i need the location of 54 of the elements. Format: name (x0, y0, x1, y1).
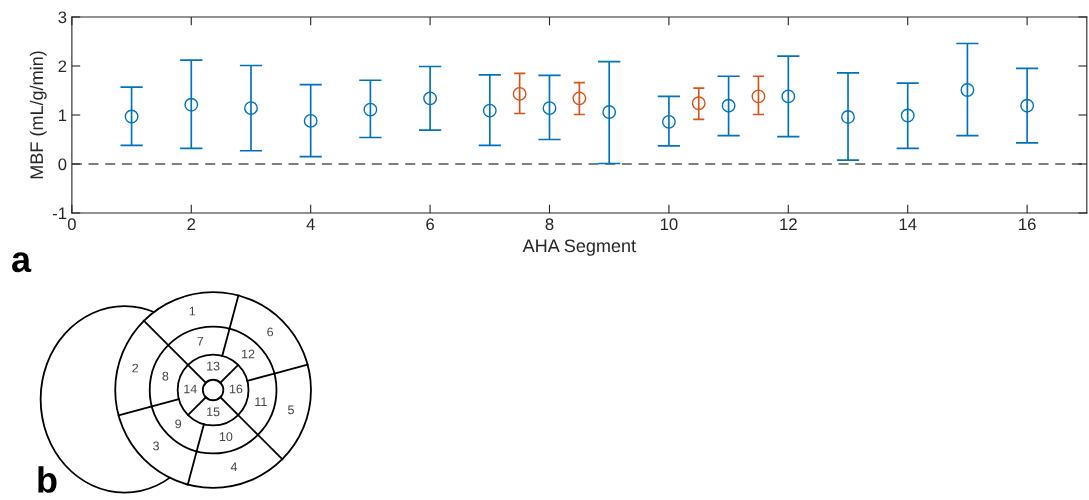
point (691, 96, 706, 111)
point (781, 89, 796, 104)
y-tick-label: 1 (59, 109, 67, 122)
text: 5 (288, 405, 294, 415)
point (721, 98, 736, 113)
y-axis-title: MBF (mL/g/min) (29, 51, 47, 179)
point (661, 114, 676, 129)
text: 9 (175, 419, 182, 429)
point (960, 83, 975, 97)
text: 3 (153, 441, 159, 451)
text: 16 (229, 384, 243, 394)
point (542, 101, 557, 116)
point (244, 101, 258, 116)
text: 13 (207, 361, 220, 371)
point (900, 108, 915, 123)
x-axis-title: AHA Segment (522, 239, 636, 256)
text: a (12, 252, 32, 273)
text: 4 (230, 462, 238, 472)
point (841, 110, 855, 124)
text: 2 (132, 363, 139, 373)
x-tick-label: 8 (545, 218, 554, 231)
x-tick-label: 10 (660, 218, 678, 231)
point (363, 102, 378, 117)
x-tick-label: 2 (187, 218, 196, 230)
text: 7 (197, 336, 204, 346)
text: 15 (207, 407, 220, 417)
text: 12 (242, 349, 255, 359)
text: b (38, 466, 57, 493)
point (751, 89, 766, 104)
y-tick-label: -1 (52, 207, 67, 220)
text: 1 (189, 306, 196, 316)
text: 10 (219, 432, 233, 442)
y-tick-label: 0 (58, 158, 67, 171)
text: 6 (267, 327, 274, 337)
text: 11 (255, 397, 267, 407)
x-tick-label: 6 (426, 218, 434, 231)
y-tick-label: 2 (58, 60, 67, 73)
x-tick-label: 4 (306, 218, 315, 230)
point (184, 97, 199, 112)
point (423, 91, 438, 106)
text: 14 (184, 384, 197, 394)
text: 8 (162, 371, 169, 381)
x-tick-label: 16 (1019, 218, 1036, 231)
x-tick-label: 12 (780, 218, 797, 230)
point (303, 113, 318, 128)
x-tick-label: 14 (899, 218, 917, 230)
point (572, 91, 587, 106)
point (482, 103, 497, 118)
point (124, 109, 139, 124)
x-tick-label: 0 (67, 218, 76, 231)
y-tick-label: 3 (58, 11, 67, 24)
point (1020, 98, 1035, 113)
point (602, 105, 617, 120)
point (512, 86, 527, 101)
